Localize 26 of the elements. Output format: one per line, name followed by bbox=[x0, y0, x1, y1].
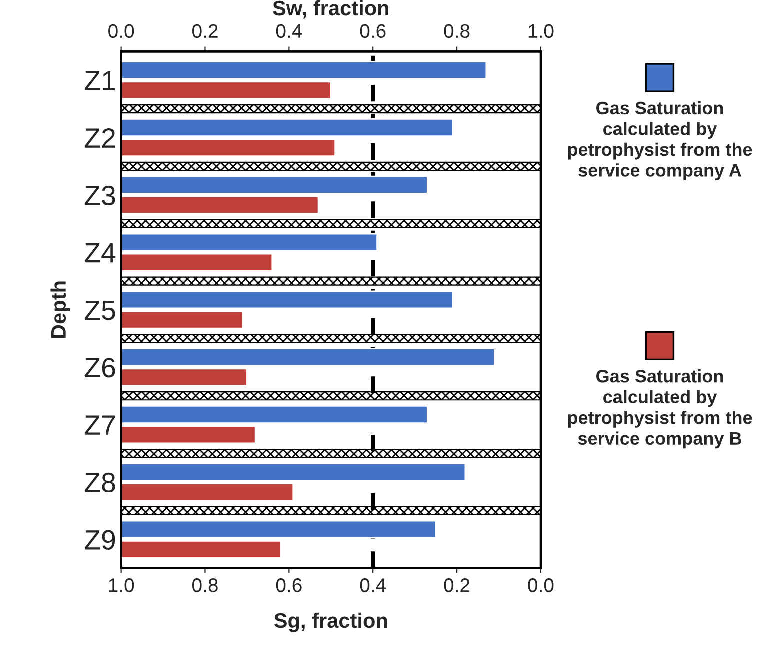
x2-axis-title: Sw, fraction bbox=[273, 0, 388, 19]
x2-tick-label: 0.8 bbox=[444, 24, 470, 38]
y-tick-label: Z5 bbox=[84, 300, 116, 320]
x-tick-label: 0.4 bbox=[360, 578, 386, 592]
y-tick-label: Z7 bbox=[84, 416, 116, 435]
y-tick-label: Z3 bbox=[84, 186, 116, 206]
x-axis-title: Sg, fraction bbox=[274, 612, 388, 632]
x-tick-label: 0.6 bbox=[276, 578, 302, 592]
y-tick-label: Z9 bbox=[84, 530, 116, 550]
legend-label: Gas Saturation calculated by petrophysist from the service company B bbox=[568, 370, 752, 449]
x-tick-label: 0.0 bbox=[528, 578, 554, 592]
x2-tick-label: 1.0 bbox=[528, 24, 554, 38]
y-tick-label: Z6 bbox=[84, 358, 116, 378]
x-tick-label: 1.0 bbox=[109, 578, 134, 592]
x-tick-label: 0.2 bbox=[444, 578, 470, 592]
x2-tick-label: 0.0 bbox=[108, 24, 134, 38]
y-tick-label: Z8 bbox=[84, 472, 116, 493]
x2-tick-label: 0.4 bbox=[276, 24, 302, 38]
legend-label: Gas Saturation calculated by petrophysist from the service company A bbox=[568, 101, 752, 180]
x2-tick-label: 0.6 bbox=[360, 24, 386, 38]
x-tick-label: 0.8 bbox=[192, 578, 218, 592]
y-axis-title: Depth bbox=[50, 282, 70, 338]
y-tick-label: Z1 bbox=[84, 71, 116, 90]
x2-tick-label: 0.2 bbox=[192, 24, 218, 38]
y-tick-label: Z2 bbox=[84, 128, 116, 148]
y-tick-label: Z4 bbox=[84, 244, 116, 263]
